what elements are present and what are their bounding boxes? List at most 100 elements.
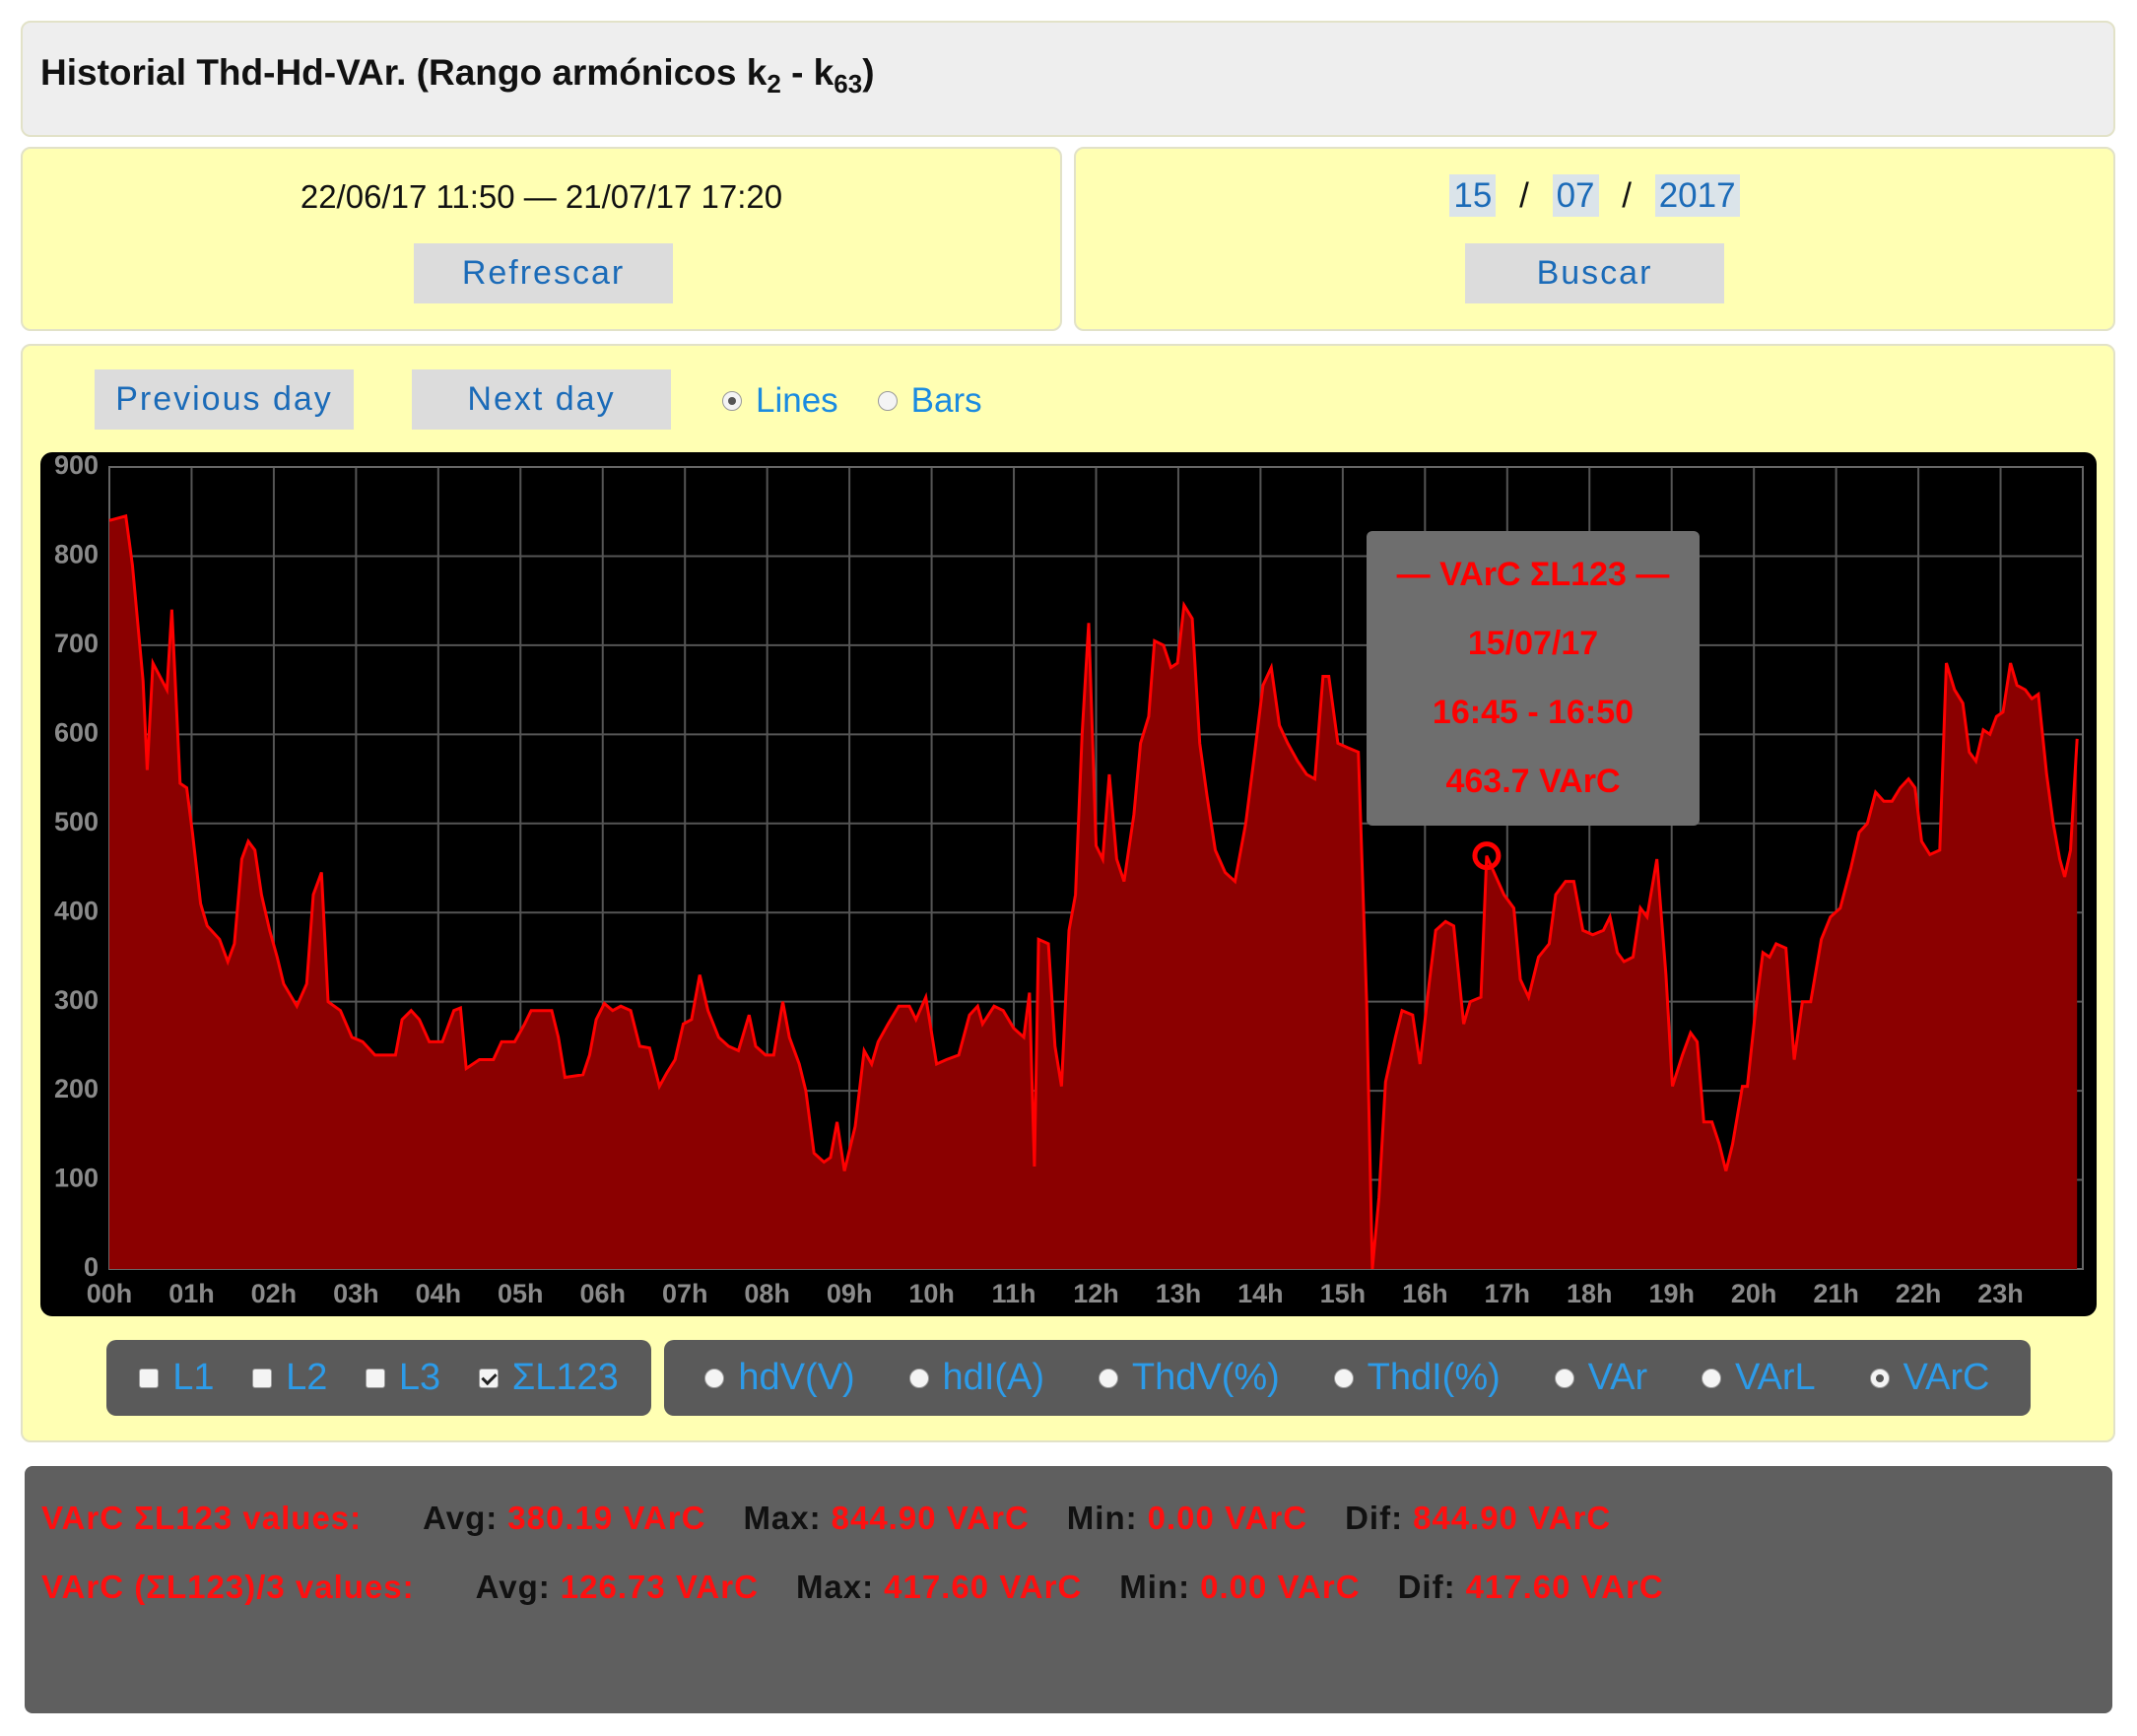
- x-tick-label: 22h: [1896, 1279, 1942, 1308]
- check[interactable]: [478, 1368, 499, 1388]
- y-tick-label: 100: [54, 1164, 99, 1193]
- stats-key: Dif:: [1397, 1569, 1456, 1605]
- title-subscript: 2: [767, 69, 781, 99]
- title-text: ): [862, 52, 875, 93]
- stats-label: VArC ΣL123 values:: [41, 1500, 363, 1536]
- x-tick-label: 09h: [827, 1279, 873, 1308]
- magnitude-option[interactable]: hdV(V): [704, 1357, 855, 1399]
- mode-radios: Lines Bars: [722, 381, 982, 421]
- x-tick-label: 06h: [579, 1279, 626, 1308]
- y-tick-label: 600: [54, 717, 99, 747]
- mode-option[interactable]: Lines: [722, 381, 838, 421]
- title-text: - k: [780, 52, 835, 93]
- refresh-button[interactable]: Refrescar: [414, 243, 673, 303]
- date-inputs: 15 / 07 / 2017: [1076, 174, 2113, 217]
- radio[interactable]: [1702, 1368, 1721, 1388]
- magnitude-option[interactable]: hdI(A): [908, 1357, 1045, 1399]
- magnitude-option[interactable]: ThdV(%): [1098, 1357, 1280, 1399]
- month-input[interactable]: 07: [1552, 174, 1599, 217]
- phase-option[interactable]: L2: [252, 1357, 327, 1399]
- magnitude-radios: hdV(V) hdI(A) ThdV(%) ThdI(%) VAr VArL VArC: [664, 1340, 2031, 1416]
- phase-option[interactable]: L1: [139, 1357, 215, 1399]
- stats-value: 0.00 VArC: [1147, 1500, 1308, 1536]
- stats-panel: VArC ΣL123 values: Avg: 380.19 VArC Max: 844…: [25, 1466, 2112, 1713]
- radio[interactable]: [1098, 1368, 1118, 1388]
- radio[interactable]: [704, 1368, 725, 1388]
- x-tick-label: 02h: [251, 1279, 298, 1308]
- phase-option[interactable]: ΣL123: [478, 1357, 619, 1399]
- x-tick-label: 04h: [416, 1279, 462, 1308]
- x-tick-label: 18h: [1567, 1279, 1613, 1308]
- chart: 0 100 200 300 400 500 600 700 800 900 00h 01h 02h 03h…: [40, 452, 2097, 1316]
- separator: /: [1622, 176, 1632, 215]
- phase-option-label: ΣL123: [511, 1357, 619, 1398]
- stats-key: Min:: [1066, 1500, 1138, 1536]
- magnitude-option-label: ThdV(%): [1131, 1357, 1280, 1398]
- y-tick-label: 0: [84, 1252, 99, 1282]
- x-tick-label: 19h: [1648, 1279, 1695, 1308]
- phase-option-label: L2: [286, 1357, 328, 1398]
- magnitude-option[interactable]: VArC: [1869, 1357, 1989, 1399]
- x-tick-label: 13h: [1156, 1279, 1202, 1308]
- stats-value: 0.00 VArC: [1200, 1569, 1361, 1605]
- magnitude-option-label: hdV(V): [738, 1357, 855, 1398]
- tooltip-text: 463.7 VArC: [1445, 763, 1620, 800]
- x-tick-label: 17h: [1485, 1279, 1531, 1308]
- phase-checkboxes: L1 L2 L3 ΣL123: [106, 1340, 651, 1416]
- stats-value: 417.60 VArC: [1465, 1569, 1664, 1605]
- separator: /: [1519, 176, 1529, 215]
- magnitude-option[interactable]: ThdI(%): [1333, 1357, 1501, 1399]
- day-input[interactable]: 15: [1449, 174, 1497, 217]
- date-panel: 15 / 07 / 2017 Buscar: [1074, 147, 2115, 331]
- y-tick-label: 200: [54, 1074, 99, 1103]
- y-tick-label: 500: [54, 807, 99, 836]
- magnitude-option-label: VAr: [1587, 1357, 1648, 1398]
- x-tick-label: 08h: [744, 1279, 790, 1308]
- stats-value: 844.90 VArC: [831, 1500, 1030, 1536]
- phase-option[interactable]: L3: [365, 1357, 441, 1399]
- check[interactable]: [365, 1368, 385, 1388]
- magnitude-option[interactable]: VArL: [1702, 1357, 1816, 1399]
- radio[interactable]: [1869, 1368, 1890, 1388]
- x-tick-label: 00h: [87, 1279, 133, 1308]
- stats-key: Max:: [743, 1500, 822, 1536]
- stats-key: Max:: [795, 1569, 875, 1605]
- radio[interactable]: [1554, 1368, 1574, 1388]
- magnitude-option[interactable]: VAr: [1554, 1357, 1648, 1399]
- y-tick-label: 300: [54, 985, 99, 1015]
- magnitude-option-label: VArL: [1735, 1357, 1816, 1398]
- phase-option-label: L1: [172, 1357, 215, 1398]
- next-day-button[interactable]: Next day: [412, 369, 671, 430]
- y-tick-label: 700: [54, 629, 99, 658]
- tooltip-text: — VArC ΣL123 —: [1397, 556, 1670, 593]
- y-tick-label: 800: [54, 540, 99, 569]
- line: [108, 513, 2079, 1270]
- stats-value: 417.60 VArC: [884, 1569, 1083, 1605]
- radio[interactable]: [722, 391, 742, 411]
- check[interactable]: [252, 1368, 273, 1388]
- previous-day-button[interactable]: Previous day: [95, 369, 354, 430]
- title-subscript: 63: [834, 69, 863, 99]
- x-tick-label: 12h: [1073, 1279, 1119, 1308]
- mode-label: Lines: [756, 381, 838, 420]
- search-button[interactable]: Buscar: [1465, 243, 1724, 303]
- mode-option[interactable]: Bars: [877, 381, 982, 421]
- check[interactable]: [139, 1368, 160, 1388]
- x-tick-label: 23h: [1977, 1279, 2024, 1308]
- x-tick-label: 21h: [1813, 1279, 1859, 1308]
- range-text: 22/06/17 11:50 — 21/07/17 17:20: [300, 178, 783, 215]
- x-tick-label: 07h: [662, 1279, 708, 1308]
- area-fill: [109, 515, 2078, 1269]
- stats-value: 380.19 VArC: [507, 1500, 706, 1536]
- radio[interactable]: [877, 391, 898, 411]
- phase-option-label: L3: [398, 1357, 441, 1398]
- mode-label: Bars: [910, 381, 982, 420]
- stats-label: VArC (ΣL123)/3 values:: [41, 1569, 415, 1605]
- radio[interactable]: [908, 1368, 929, 1388]
- x-tick-label: 20h: [1731, 1279, 1777, 1308]
- year-input[interactable]: 2017: [1654, 174, 1740, 217]
- magnitude-option-label: hdI(A): [942, 1357, 1045, 1398]
- stats-value: 844.90 VArC: [1413, 1500, 1612, 1536]
- radio[interactable]: [1333, 1368, 1354, 1388]
